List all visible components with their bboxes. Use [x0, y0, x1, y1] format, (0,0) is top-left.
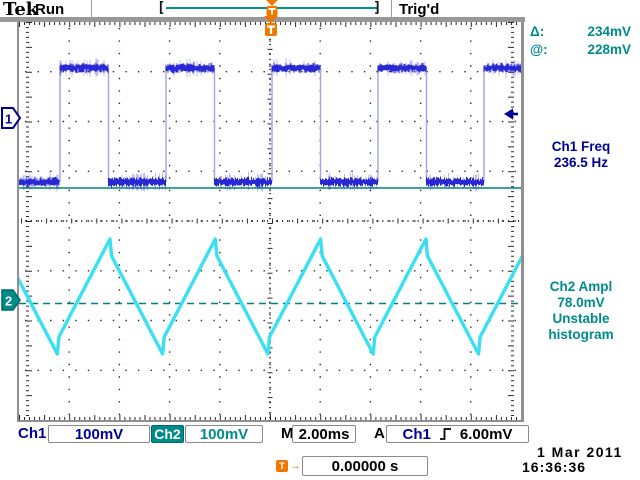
ch2-scale-box: 100mV — [185, 425, 263, 443]
ch1-scale-box: 100mV — [48, 425, 150, 443]
graticule-top-border — [0, 17, 525, 22]
cursor-delta-label: Δ: — [530, 24, 545, 39]
status-bar: Ch1 100mV Ch2 100mV M 2.00ms A Ch1 6.00m… — [0, 425, 640, 444]
measurement-ch2-ampl: Ch2 Ampl 78.0mV Unstable histogram — [525, 279, 637, 343]
trigger-settings-box: Ch1 6.00mV — [386, 425, 529, 443]
time-readout: 16:36:36 — [522, 459, 587, 475]
measurement-ch1-freq-name: Ch1 Freq — [551, 139, 611, 154]
waveform-area — [19, 22, 522, 420]
cursor-readout: Δ: 234mV @: 228mV — [530, 24, 631, 60]
top-divider-left — [91, 0, 92, 17]
cursor-at-value: 228mV — [587, 42, 631, 57]
graticule — [17, 22, 524, 422]
timebase-label: M — [281, 425, 294, 442]
measurement-warning-line2: histogram — [548, 327, 614, 342]
cursor-at-label: @: — [530, 42, 548, 57]
ch1-label: Ch1 — [18, 425, 47, 442]
measurement-ch2-ampl-value: 78.0mV — [557, 295, 605, 310]
measurement-warning-line1: Unstable — [552, 311, 610, 326]
record-right-bracket: ] — [373, 0, 382, 16]
measurement-ch1-freq: Ch1 Freq 236.5 Hz — [527, 139, 635, 171]
ch1-trace-edges — [59, 68, 485, 182]
tek-logo: Tek — [3, 0, 39, 20]
trigger-mode-label: A — [374, 425, 385, 442]
trigger-status: Trig'd — [399, 1, 440, 18]
ch1-trace — [19, 62, 521, 188]
top-divider-right — [391, 0, 392, 17]
timebase-scale-box: 2.00ms — [292, 425, 356, 443]
graticule-grid — [19, 22, 522, 420]
arrow-right-icon: → — [290, 460, 301, 472]
svg-text:2: 2 — [5, 294, 12, 309]
trigger-point-marker-icon — [263, 15, 279, 44]
trigger-t-icon: T — [276, 460, 288, 472]
rising-edge-slope-icon — [439, 428, 451, 440]
trigger-delay-value-box: 0.00000 s — [302, 456, 428, 476]
acquisition-state: Run — [35, 1, 65, 18]
measurement-ch1-freq-value: 236.5 Hz — [553, 155, 609, 170]
ch2-label-chip: Ch2 — [151, 425, 184, 443]
trigger-level-value: 6.00mV — [459, 425, 513, 443]
measurement-ch2-ampl-name: Ch2 Ampl — [549, 279, 613, 294]
date-readout: 1 Mar 2011 — [537, 444, 623, 460]
cursor-delta-value: 234mV — [587, 24, 631, 39]
record-left-bracket: [ — [157, 0, 166, 16]
trigger-source: Ch1 — [402, 425, 431, 443]
ch2-trace — [19, 237, 521, 356]
record-trigger-position-icon — [265, 0, 279, 22]
svg-text:1: 1 — [5, 112, 12, 127]
